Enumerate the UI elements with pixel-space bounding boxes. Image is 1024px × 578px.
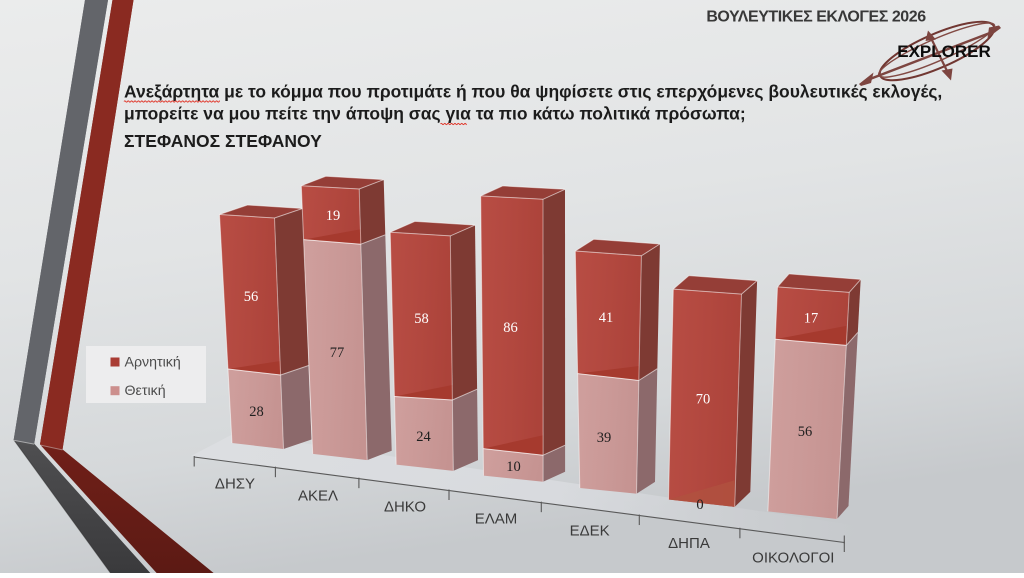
svg-text:19: 19 bbox=[326, 208, 341, 224]
svg-text:24: 24 bbox=[416, 429, 431, 445]
svg-text:Θετική: Θετική bbox=[125, 383, 166, 399]
svg-text:ΑΚΕΛ: ΑΚΕΛ bbox=[298, 488, 338, 505]
svg-text:0: 0 bbox=[696, 497, 703, 513]
svg-text:41: 41 bbox=[599, 310, 614, 326]
svg-text:ΔΗΚΟ: ΔΗΚΟ bbox=[384, 499, 426, 516]
svg-text:ΣΤΕΦΑΝΟΣ ΣΤΕΦΑΝΟΥ: ΣΤΕΦΑΝΟΣ ΣΤΕΦΑΝΟΥ bbox=[124, 131, 322, 151]
svg-text:56: 56 bbox=[244, 289, 259, 305]
svg-text:μπορείτε να μου πείτε την άποψ: μπορείτε να μου πείτε την άποψη σας για … bbox=[124, 104, 746, 124]
svg-text:ΕΔΕΚ: ΕΔΕΚ bbox=[570, 523, 610, 540]
svg-text:58: 58 bbox=[414, 311, 429, 327]
svg-text:ΔΗΠΑ: ΔΗΠΑ bbox=[668, 535, 710, 552]
svg-text:ΕΛΑΜ: ΕΛΑΜ bbox=[475, 511, 518, 528]
svg-text:ΒΟΥΛΕΥΤΙΚΕΣ ΕΚΛΟΓΕΣ 2026: ΒΟΥΛΕΥΤΙΚΕΣ ΕΚΛΟΓΕΣ 2026 bbox=[706, 9, 926, 26]
svg-text:77: 77 bbox=[330, 345, 345, 361]
svg-text:17: 17 bbox=[804, 311, 819, 327]
svg-text:28: 28 bbox=[249, 404, 264, 420]
svg-text:86: 86 bbox=[503, 320, 518, 336]
svg-text:ΔΗΣΥ: ΔΗΣΥ bbox=[215, 476, 255, 493]
svg-text:10: 10 bbox=[506, 459, 521, 475]
svg-text:Ανεξάρτητα με το κόμμα που προ: Ανεξάρτητα με το κόμμα που προτιμάτε ή π… bbox=[124, 82, 942, 103]
svg-text:39: 39 bbox=[597, 430, 612, 446]
svg-text:70: 70 bbox=[696, 392, 711, 408]
svg-text:Αρνητική: Αρνητική bbox=[125, 355, 181, 371]
svg-text:EXPLORER: EXPLORER bbox=[897, 42, 991, 61]
svg-text:ΟΙΚΟΛΟΓΟΙ: ΟΙΚΟΛΟΓΟΙ bbox=[752, 549, 834, 566]
svg-text:56: 56 bbox=[798, 424, 813, 440]
